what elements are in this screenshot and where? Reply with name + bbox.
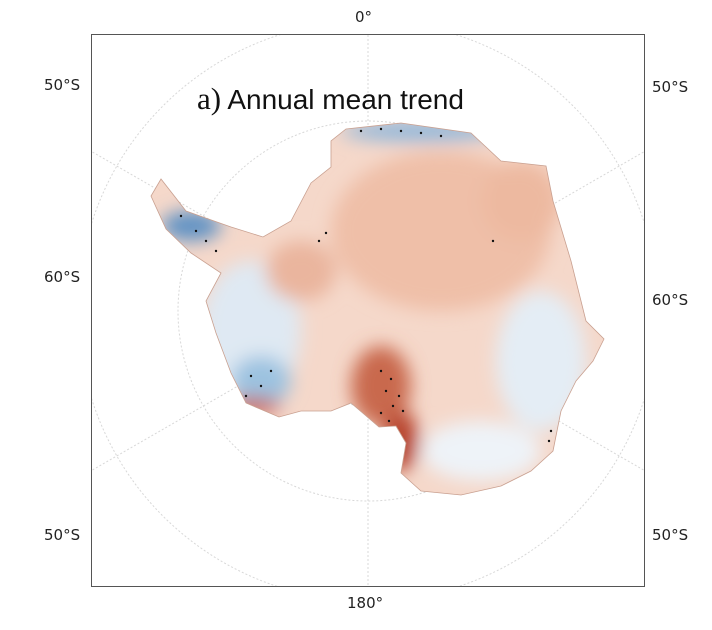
panel-title: a) Annual mean trend [197,81,464,117]
map-frame: a) Annual mean trend [91,34,645,587]
panel-letter: a) [197,81,222,116]
label-lat-right-lower: 50°S [652,526,689,544]
label-lat-right-upper: 50°S [652,78,689,96]
significance-dots [179,127,553,443]
panel-title-text: Annual mean trend [227,84,464,115]
antarctica-map [92,35,644,586]
label-180-meridian: 180° [347,594,384,612]
label-lat-left-middle: 60°S [44,268,81,286]
label-lat-left-upper: 50°S [44,76,81,94]
label-lat-right-middle: 60°S [652,291,689,309]
label-0-meridian: 0° [355,8,373,26]
label-lat-left-lower: 50°S [44,526,81,544]
